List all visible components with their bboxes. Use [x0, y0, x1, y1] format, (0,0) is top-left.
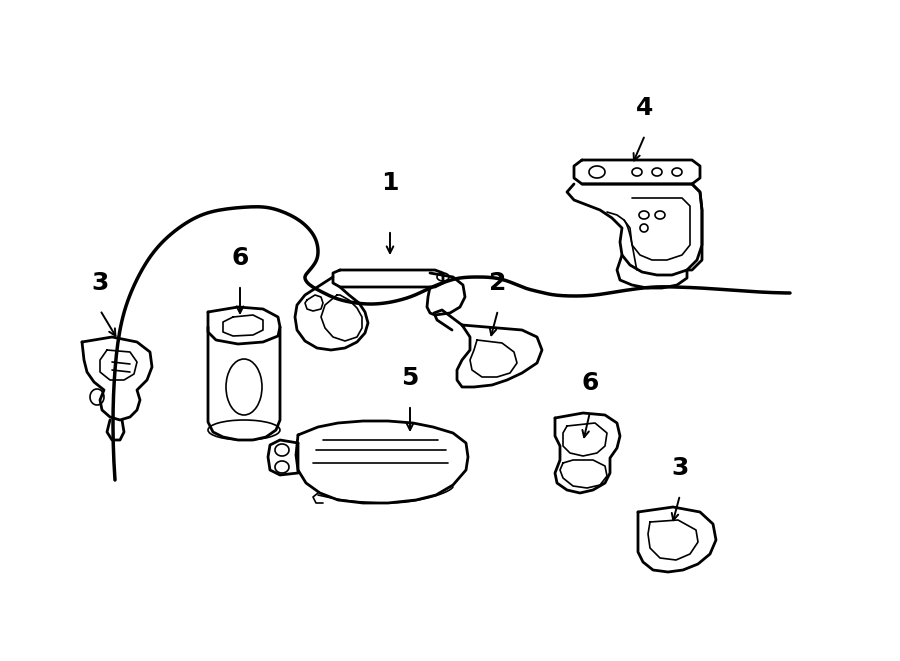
Text: 6: 6: [231, 246, 248, 270]
Text: 6: 6: [581, 371, 598, 395]
Text: 5: 5: [401, 366, 419, 390]
Text: 3: 3: [91, 271, 109, 295]
Text: 3: 3: [671, 456, 688, 480]
Text: 2: 2: [490, 271, 507, 295]
Text: 1: 1: [382, 171, 399, 195]
Text: 4: 4: [636, 96, 653, 120]
